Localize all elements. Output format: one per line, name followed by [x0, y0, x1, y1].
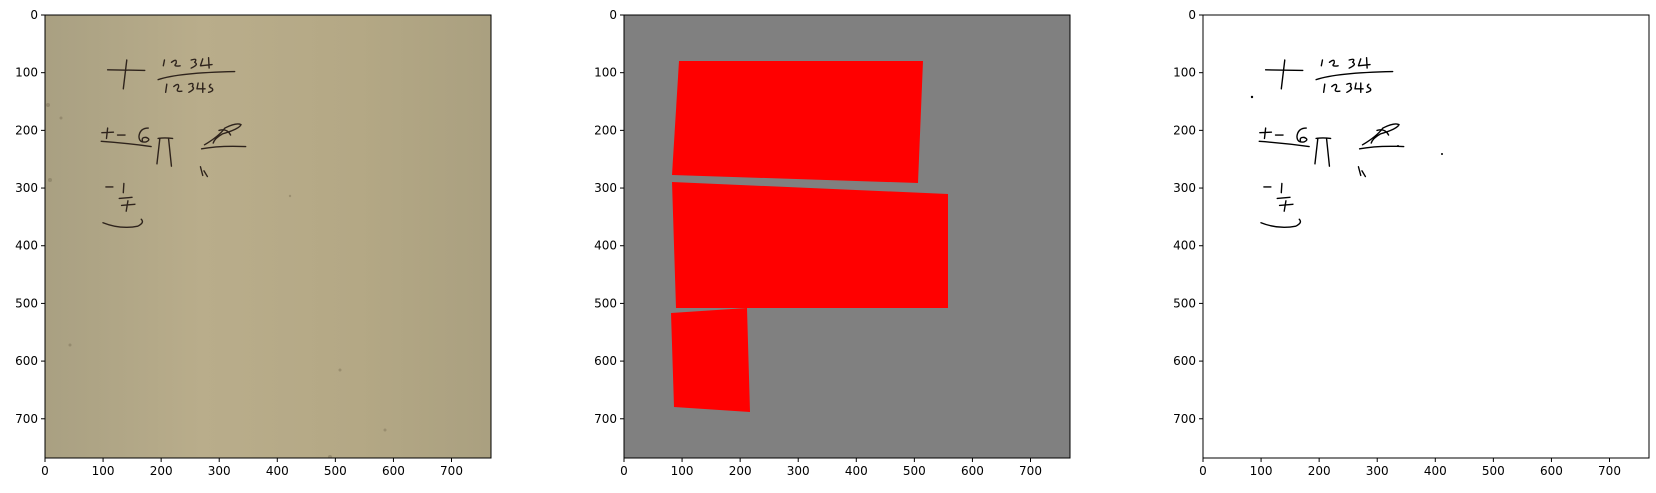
binarized-specks	[1250, 95, 1443, 155]
x-tick-label: 300	[208, 464, 231, 478]
y-tick-label: 700	[15, 412, 38, 426]
x-tick-label: 100	[671, 464, 694, 478]
x-tick-label: 100	[1250, 464, 1273, 478]
x-tick-label: 200	[729, 464, 752, 478]
binarized-frame	[1202, 14, 1650, 459]
scan-frame	[44, 14, 492, 459]
y-tick-label: 300	[1173, 181, 1196, 195]
x-tick-label: 0	[620, 464, 628, 478]
y-tick-label: 0	[1188, 8, 1196, 22]
scan-y-ticks: 0 100 200 300 400 500 600 700	[15, 8, 45, 426]
x-tick-label: 600	[1540, 464, 1563, 478]
x-tick-label: 400	[266, 464, 289, 478]
binarized-y-ticks: 0 100 200 300 400 500 600 700	[1173, 8, 1203, 426]
x-tick-label: 200	[1308, 464, 1331, 478]
scan-paper	[45, 15, 491, 458]
y-tick-label: 500	[1173, 296, 1196, 310]
x-tick-label: 600	[382, 464, 405, 478]
y-tick-label: 700	[594, 412, 617, 426]
y-tick-label: 500	[15, 296, 38, 310]
y-tick-label: 300	[15, 181, 38, 195]
mask-region-bottom	[671, 308, 750, 412]
x-tick-label: 100	[92, 464, 115, 478]
mask-x-ticks: 0 100 200 300 400 500 600 700	[620, 458, 1042, 478]
y-tick-label: 700	[1173, 412, 1196, 426]
y-tick-label: 200	[15, 123, 38, 137]
y-tick-label: 0	[609, 8, 617, 22]
scan-panel: 0 100 200 300 400 500 600 700 0 100 200 300 400 500 6…	[15, 8, 492, 478]
x-tick-label: 600	[961, 464, 984, 478]
x-tick-label: 200	[150, 464, 173, 478]
y-tick-label: 0	[30, 8, 38, 22]
y-tick-label: 200	[594, 123, 617, 137]
y-tick-label: 600	[594, 354, 617, 368]
x-tick-label: 500	[324, 464, 347, 478]
x-tick-label: 700	[1019, 464, 1042, 478]
y-tick-label: 400	[1173, 239, 1196, 253]
x-tick-label: 400	[845, 464, 868, 478]
y-tick-label: 600	[1173, 354, 1196, 368]
y-tick-label: 100	[15, 66, 38, 80]
y-tick-label: 500	[594, 296, 617, 310]
x-tick-label: 0	[1199, 464, 1207, 478]
mask-region-top	[672, 61, 923, 183]
mask-panel: 0 100 200 300 400 500 600 700 0 100 200 300 400 500 6…	[594, 8, 1071, 478]
paper-stains	[46, 103, 387, 458]
mask-region-middle	[672, 182, 948, 308]
x-tick-label: 500	[903, 464, 926, 478]
mask-y-ticks: 0 100 200 300 400 500 600 700	[594, 8, 624, 426]
y-tick-label: 300	[594, 181, 617, 195]
y-tick-label: 400	[594, 239, 617, 253]
binarized-background	[1203, 15, 1649, 458]
binarized-panel: 0 100 200 300 400 500 600 700 0 100 200 300 400 500 6…	[1173, 8, 1650, 478]
binarized-x-ticks: 0 100 200 300 400 500 600 700	[1199, 458, 1621, 478]
scan-x-ticks: 0 100 200 300 400 500 600 700	[41, 458, 463, 478]
mask-frame	[623, 14, 1071, 459]
y-tick-label: 600	[15, 354, 38, 368]
x-tick-label: 500	[1482, 464, 1505, 478]
x-tick-label: 300	[1366, 464, 1389, 478]
y-tick-label: 100	[594, 66, 617, 80]
x-tick-label: 0	[41, 464, 49, 478]
y-tick-label: 200	[1173, 123, 1196, 137]
x-tick-label: 700	[440, 464, 463, 478]
x-tick-label: 700	[1598, 464, 1621, 478]
x-tick-label: 300	[787, 464, 810, 478]
y-tick-label: 400	[15, 239, 38, 253]
x-tick-label: 400	[1424, 464, 1447, 478]
y-tick-label: 100	[1173, 66, 1196, 80]
